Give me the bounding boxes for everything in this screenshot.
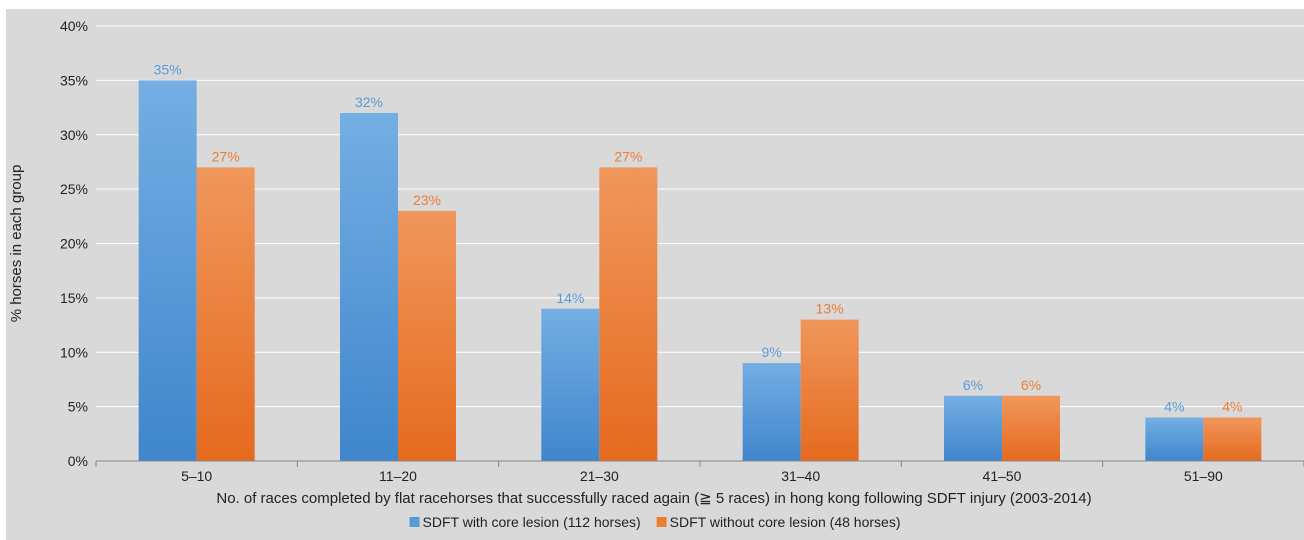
legend-swatch-with-core-lesion bbox=[409, 517, 420, 527]
bar-without-core-lesion bbox=[196, 167, 255, 461]
x-tick-label: 41–50 bbox=[983, 468, 1022, 484]
bar-without-core-lesion bbox=[599, 167, 658, 461]
data-label: 6% bbox=[963, 377, 983, 393]
data-label: 4% bbox=[1222, 399, 1242, 415]
x-axis-title: No. of races completed by flat racehorse… bbox=[216, 490, 1091, 507]
data-label: 23% bbox=[413, 192, 441, 208]
bar-without-core-lesion bbox=[1002, 395, 1060, 461]
bar-with-core-lesion bbox=[340, 113, 398, 461]
y-tick-label: 40% bbox=[60, 18, 88, 34]
x-tick-label: 11–20 bbox=[379, 468, 417, 484]
bars bbox=[138, 80, 1262, 461]
bar-with-core-lesion bbox=[138, 80, 197, 461]
legend-label-without-core-lesion: SDFT without core lesion (48 horses) bbox=[670, 514, 901, 530]
x-tick-label: 21–30 bbox=[580, 468, 619, 484]
bar-without-core-lesion bbox=[1203, 417, 1262, 461]
x-axis-ticks: 5–10 11–20 21–30 31–40 41–50 51–90 bbox=[95, 461, 1304, 484]
x-tick-label: 31–40 bbox=[781, 468, 820, 484]
bar-with-core-lesion bbox=[1145, 417, 1204, 461]
y-tick-label: 5% bbox=[68, 399, 88, 415]
y-tick-label: 10% bbox=[60, 344, 88, 360]
bar-chart: 0% 5% 10% 15% 20% 25% 30% 35% 40% 35% 27% 32% 23% 14… bbox=[8, 18, 1304, 530]
y-axis-ticks: 0% 5% 10% 15% 20% 25% 30% 35% 40% bbox=[60, 18, 88, 469]
data-label: 27% bbox=[212, 148, 240, 164]
x-tick-label: 5–10 bbox=[181, 468, 212, 484]
data-label: 32% bbox=[355, 94, 383, 110]
legend-swatch-without-core-lesion bbox=[656, 517, 667, 527]
legend-label-with-core-lesion: SDFT with core lesion (112 horses) bbox=[423, 514, 641, 530]
data-label: 27% bbox=[614, 148, 642, 164]
y-tick-label: 25% bbox=[60, 181, 88, 197]
y-tick-label: 30% bbox=[60, 127, 88, 143]
y-tick-label: 0% bbox=[68, 453, 88, 469]
bar-with-core-lesion bbox=[944, 395, 1002, 461]
gridlines bbox=[96, 25, 1304, 408]
y-axis-title: % horses in each group bbox=[8, 165, 25, 323]
data-label: 6% bbox=[1021, 377, 1041, 393]
data-label: 4% bbox=[1164, 399, 1184, 415]
y-tick-label: 20% bbox=[60, 236, 88, 252]
data-label: 9% bbox=[762, 344, 782, 360]
y-tick-label: 35% bbox=[60, 72, 88, 88]
x-tick-label: 51–90 bbox=[1184, 468, 1223, 484]
legend: SDFT with core lesion (112 horses) SDFT … bbox=[409, 514, 901, 530]
bar-with-core-lesion bbox=[742, 363, 801, 461]
data-label: 13% bbox=[816, 301, 844, 317]
y-tick-label: 15% bbox=[60, 290, 88, 306]
bar-with-core-lesion bbox=[541, 308, 600, 461]
data-label: 14% bbox=[556, 290, 584, 306]
chart-area: 0% 5% 10% 15% 20% 25% 30% 35% 40% 35% 27% 32% 23% 14… bbox=[6, 9, 1304, 540]
data-label: 35% bbox=[154, 61, 182, 77]
bar-without-core-lesion bbox=[800, 319, 859, 461]
bar-without-core-lesion bbox=[398, 210, 456, 461]
data-labels: 35% 27% 32% 23% 14% 27% 9% 13% 6% 6% 4% 4% bbox=[154, 61, 1243, 414]
